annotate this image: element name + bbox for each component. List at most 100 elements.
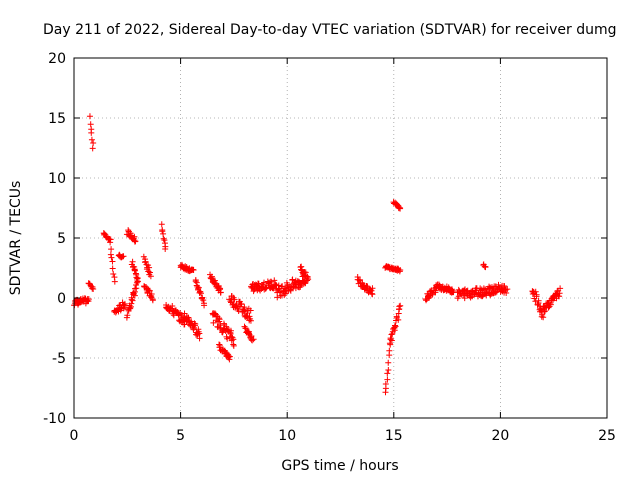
data-point	[230, 342, 237, 349]
data-point	[395, 316, 402, 323]
data-point	[230, 341, 237, 348]
data-point	[533, 293, 540, 300]
data-point	[267, 278, 274, 285]
data-point	[109, 258, 116, 265]
data-point	[133, 274, 140, 281]
data-point	[159, 228, 166, 235]
data-point	[108, 246, 115, 253]
data-series-s30	[386, 302, 404, 348]
data-point	[384, 376, 391, 383]
data-point	[540, 314, 547, 321]
data-series-s19	[209, 310, 237, 349]
data-point	[217, 289, 224, 296]
data-series-s10	[128, 258, 141, 285]
chart-title: Day 211 of 2022, Sidereal Day-to-day VTE…	[43, 22, 617, 38]
data-series-s29	[382, 347, 393, 396]
data-point	[142, 258, 149, 265]
data-point	[195, 284, 202, 291]
x-tick-label: 0	[70, 428, 79, 444]
data-point	[391, 322, 398, 329]
data-point	[128, 296, 135, 303]
data-point	[145, 287, 152, 294]
data-point	[501, 283, 508, 290]
data-point	[538, 306, 545, 313]
data-point	[161, 237, 168, 244]
data-series-s32	[433, 281, 457, 296]
axis-ticks: 0 5 10 15 20 25 -10 -5 0 5 10 15 20	[43, 51, 616, 444]
data-point	[109, 265, 116, 272]
data-series-s9	[123, 275, 141, 321]
data-series-s27	[382, 263, 404, 275]
data-series-s31	[422, 284, 440, 304]
data-point	[132, 238, 139, 245]
data-point	[198, 290, 205, 297]
data-point	[226, 356, 233, 363]
data-point	[200, 297, 207, 304]
data-point	[201, 302, 208, 309]
data-point	[134, 278, 141, 285]
data-point	[190, 267, 197, 274]
data-point	[223, 323, 230, 330]
data-series-s3	[85, 280, 97, 292]
data-point	[397, 302, 404, 309]
data-point	[386, 347, 393, 354]
data-series-s26	[354, 273, 376, 298]
data-point	[146, 287, 153, 294]
data-point	[368, 290, 375, 297]
y-tick-label: 10	[48, 171, 66, 187]
data-series-s28	[390, 199, 404, 212]
data-point	[482, 286, 489, 293]
data-point	[387, 341, 394, 348]
data-point	[396, 303, 403, 310]
data-point	[532, 288, 539, 295]
data-series-s34	[480, 261, 489, 271]
data-point	[289, 284, 296, 291]
y-tick-label: 5	[57, 231, 66, 247]
data-series-s7	[115, 251, 127, 261]
data-point	[397, 204, 404, 211]
x-tick-label: 10	[278, 428, 296, 444]
data-point	[208, 273, 215, 280]
data-point	[226, 353, 233, 360]
y-tick-label: 20	[48, 51, 66, 67]
data-series-s35	[529, 288, 547, 321]
x-tick-label: 25	[598, 428, 616, 444]
data-point	[86, 113, 93, 120]
data-point	[382, 381, 389, 388]
plot-frame	[73, 57, 608, 419]
y-tick-label: 0	[57, 291, 66, 307]
data-point	[108, 254, 115, 261]
data-point	[247, 307, 254, 314]
data-point	[369, 285, 376, 292]
data-point	[227, 330, 234, 337]
data-series-s12	[141, 283, 156, 304]
data-point	[217, 286, 224, 293]
data-point	[196, 335, 203, 342]
data-point	[557, 285, 564, 292]
x-axis-label: GPS time / hours	[281, 458, 398, 474]
data-point	[210, 319, 217, 326]
data-series-s33	[454, 281, 511, 302]
data-point	[482, 264, 489, 271]
data-point	[131, 267, 138, 274]
data-point	[148, 291, 155, 298]
data-point	[385, 367, 392, 374]
data-point	[188, 318, 195, 325]
data-point	[216, 316, 223, 323]
data-point	[149, 296, 156, 303]
data-point	[385, 359, 392, 366]
data-series-s23	[248, 277, 280, 295]
y-axis-label: SDTVAR / TECUs	[8, 181, 24, 296]
data-point	[121, 300, 128, 307]
data-point	[486, 285, 493, 292]
data-point	[230, 336, 237, 343]
data-series-s36	[540, 285, 564, 315]
data-point	[107, 251, 114, 258]
data-point	[158, 221, 165, 228]
data-point	[364, 283, 371, 290]
data-series-s13	[158, 221, 169, 252]
data-point	[85, 298, 92, 305]
data-point	[271, 277, 278, 284]
data-point	[185, 314, 192, 321]
data-series-s15	[177, 261, 197, 275]
